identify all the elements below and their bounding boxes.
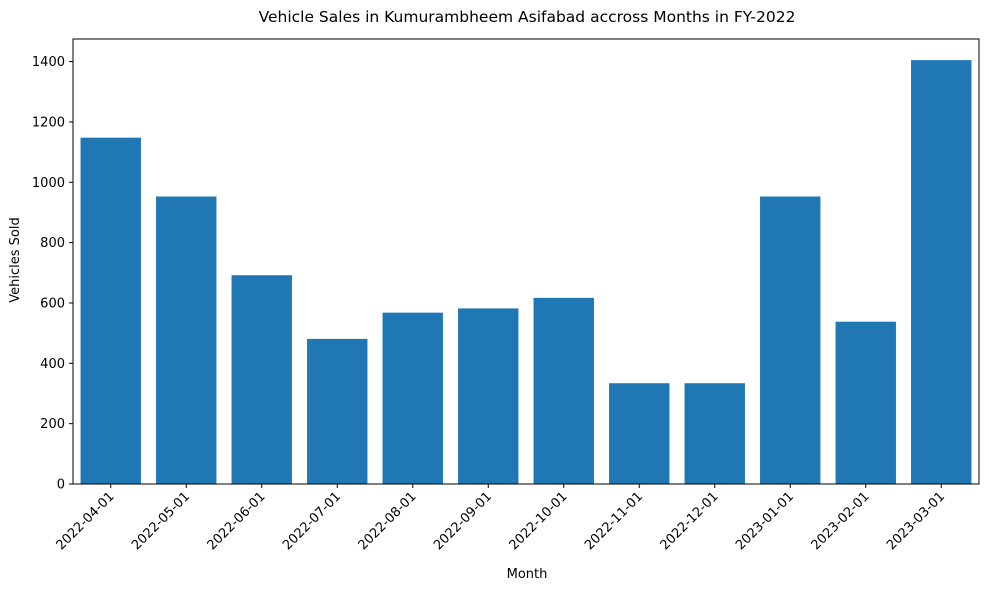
y-axis-title: Vehicles Sold: [8, 217, 23, 302]
x-tick-label: 2022-07-01: [280, 489, 344, 553]
bars-group: [80, 60, 972, 484]
x-axis: 2022-04-01 2022-05-01 2022-06-01 2022-07-01…: [54, 484, 948, 553]
x-tick-label: 2023-03-01: [884, 489, 948, 553]
bar-2022-04-01: [80, 137, 141, 484]
y-tick-label: 1400: [32, 55, 65, 70]
x-tick-label: 2022-08-01: [356, 489, 420, 553]
x-tick-label: 2022-06-01: [205, 489, 269, 553]
x-tick-label: 2022-10-01: [507, 489, 571, 553]
plot-frame: [72, 38, 980, 485]
bar-2022-09-01: [458, 308, 519, 484]
y-tick-label: 1200: [32, 115, 65, 130]
chart-title: Vehicle Sales in Kumurambheem Asifabad a…: [259, 8, 796, 26]
x-axis-title: Month: [507, 567, 548, 582]
x-tick-label: 2022-12-01: [658, 489, 722, 553]
x-tick-label: 2022-04-01: [54, 489, 118, 553]
bar-2022-05-01: [156, 196, 217, 484]
x-tick-label: 2022-05-01: [129, 489, 193, 553]
y-tick-label: 1000: [32, 176, 65, 191]
x-tick-label: 2023-02-01: [809, 489, 873, 553]
y-tick-label: 400: [40, 357, 65, 372]
bar-2023-01-01: [760, 196, 821, 484]
x-tick-label: 2022-11-01: [582, 489, 646, 553]
y-tick-label: 0: [57, 478, 65, 493]
x-tick-label: 2023-01-01: [733, 489, 797, 553]
bar-2022-08-01: [382, 312, 443, 484]
y-axis: 0 200 400 600 800 1000 1200 1400: [32, 55, 73, 493]
bar-2023-02-01: [835, 321, 896, 484]
y-tick-label: 600: [40, 296, 65, 311]
bar-2022-06-01: [231, 275, 292, 484]
bar-2022-11-01: [609, 383, 670, 484]
bar-2022-07-01: [307, 338, 368, 484]
x-tick-label: 2022-09-01: [431, 489, 495, 553]
bar-2022-12-01: [684, 383, 745, 484]
y-tick-label: 800: [40, 236, 65, 251]
bar-2023-03-01: [911, 60, 972, 484]
y-tick-label: 200: [40, 417, 65, 432]
bar-2022-10-01: [533, 297, 594, 484]
